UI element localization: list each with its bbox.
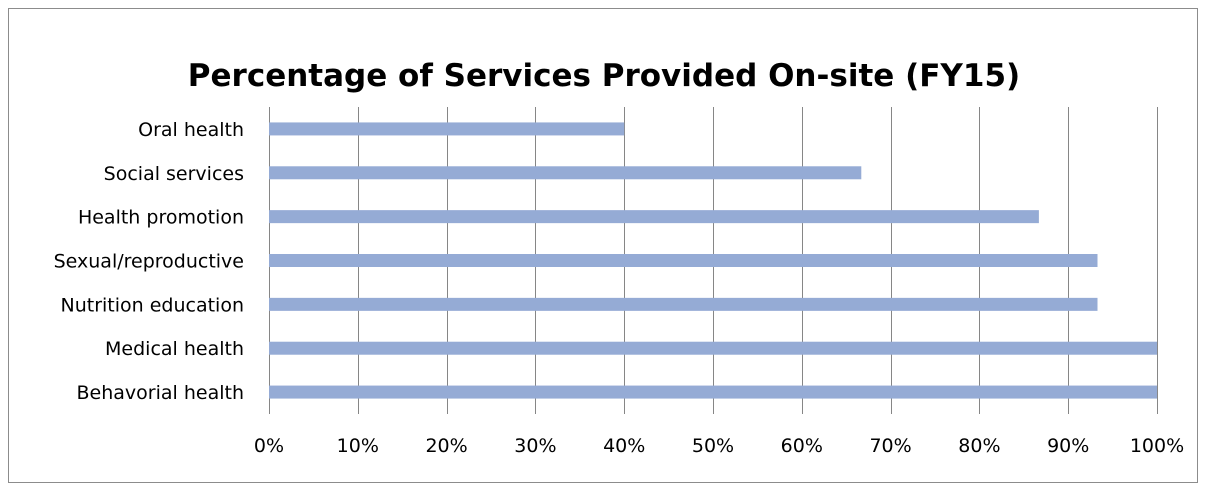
bar-0 — [269, 122, 625, 136]
bar-1 — [269, 166, 862, 180]
chart-title: Percentage of Services Provided On-site … — [188, 58, 1020, 94]
x-tick-label-0: 0% — [254, 435, 284, 457]
x-tick-label-9: 90% — [1047, 435, 1089, 457]
category-labels: Oral health Social services Health promoti… — [54, 119, 244, 404]
category-label-4: Nutrition education — [60, 294, 244, 316]
x-tick-label-3: 30% — [514, 435, 556, 457]
x-axis-tick-labels: 0% 10% 20% 30% 40% 50% 60% 70% 80% 90% 100% — [254, 435, 1184, 457]
category-label-1: Social services — [104, 163, 244, 185]
x-tick-label-10: 100% — [1130, 435, 1184, 457]
bar-6 — [269, 385, 1157, 399]
x-tick-label-8: 80% — [958, 435, 1000, 457]
x-tick-label-4: 40% — [603, 435, 645, 457]
bar-5 — [269, 341, 1157, 355]
category-label-5: Medical health — [105, 338, 244, 360]
x-tick-label-5: 50% — [692, 435, 734, 457]
x-tick-label-7: 70% — [869, 435, 911, 457]
bar-4 — [269, 297, 1098, 311]
category-label-0: Oral health — [138, 119, 244, 141]
x-tick-label-6: 60% — [781, 435, 823, 457]
chart-frame — [8, 8, 1198, 483]
category-label-3: Sexual/reproductive — [54, 251, 244, 273]
category-label-2: Health promotion — [78, 207, 244, 229]
category-label-6: Behavorial health — [77, 382, 244, 404]
bar-2 — [269, 210, 1039, 224]
x-tick-label-2: 20% — [425, 435, 467, 457]
bar-3 — [269, 254, 1098, 267]
bars — [269, 122, 1157, 399]
x-tick-label-1: 10% — [337, 435, 379, 457]
